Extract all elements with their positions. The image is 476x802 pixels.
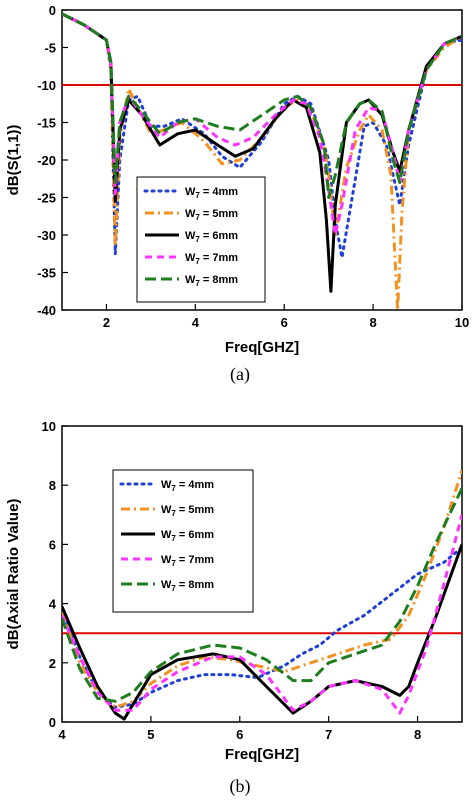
chart-panel-a: 2 4 6 8 100-5-10-15-20-25-30-35-40 W7 = 4mmW…	[5, 3, 469, 385]
legend-label-main: W	[161, 579, 172, 591]
y-tick-label: 0	[49, 3, 56, 18]
legend-label-rest: = 5mm	[200, 208, 238, 220]
y-tick-label: 6	[49, 537, 56, 552]
series-group-a	[62, 12, 462, 310]
x-tick-label: 8	[369, 315, 376, 330]
legend-label-rest: = 8mm	[200, 274, 238, 286]
legend-label-rest: = 5mm	[176, 504, 214, 516]
x-tick-label: 10	[455, 315, 469, 330]
legend-label-rest: = 7mm	[200, 252, 238, 264]
legend-label-5: W7 = 8mm	[161, 579, 214, 593]
caption-a: (a)	[230, 364, 250, 385]
x-axis-label-b: Freq[GHZ]	[225, 746, 299, 763]
legend-label-sub: 7	[195, 279, 200, 288]
legend-label-2: W7 = 5mm	[185, 208, 238, 222]
legend-label-sub: 7	[195, 257, 200, 266]
tick-group-b: 4 5 6 7 8 0 2 4 6 8 10	[42, 419, 422, 742]
x-tick-label: 4	[58, 727, 66, 742]
y-tick-label: -5	[44, 41, 56, 56]
x-tick-label: 5	[147, 727, 154, 742]
y-tick-label: -10	[37, 78, 56, 93]
legend-label-main: W	[185, 252, 196, 264]
legend-label-rest: = 4mm	[200, 186, 238, 198]
legend-box	[136, 176, 266, 303]
x-tick-label: 6	[281, 315, 288, 330]
legend-label-sub: 7	[195, 213, 200, 222]
x-tick-label: 6	[236, 727, 243, 742]
legend-label-sub: 7	[171, 559, 176, 568]
legend-label-main: W	[161, 479, 172, 491]
legend-label-rest: = 4mm	[176, 479, 214, 491]
legend-label-main: W	[185, 186, 196, 198]
y-tick-label: -40	[37, 303, 56, 318]
legend-label-main: W	[161, 554, 172, 566]
legend-label-3: W7 = 6mm	[185, 230, 238, 244]
x-tick-label: 4	[192, 315, 200, 330]
y-tick-label: -30	[37, 228, 56, 243]
legend-label-sub: 7	[171, 584, 176, 593]
x-tick-label: 8	[414, 727, 421, 742]
y-tick-label: 0	[49, 715, 56, 730]
legend-label-rest: = 6mm	[200, 230, 238, 242]
series-group-b	[62, 469, 462, 721]
legend-label-sub: 7	[195, 235, 200, 244]
legend-label-5: W7 = 8mm	[185, 274, 238, 288]
series-line-3	[62, 543, 462, 721]
y-tick-label: 4	[49, 597, 57, 612]
series-line-2	[62, 469, 462, 709]
caption-b: (b)	[230, 776, 251, 797]
legend-label-rest: = 8mm	[176, 579, 214, 591]
y-tick-label: -15	[37, 116, 56, 131]
series-line-4	[62, 514, 462, 715]
legend-label-main: W	[185, 230, 196, 242]
series-line-5	[62, 12, 462, 199]
series-line-1	[62, 545, 462, 709]
legend-label-1: W7 = 4mm	[161, 479, 214, 493]
y-tick-label: 10	[42, 419, 56, 434]
y-tick-label: -20	[37, 153, 56, 168]
tick-group-a: 2 4 6 8 10 0 -5 -10 -15 -20 -25 -30 -35 -40	[37, 3, 469, 330]
x-tick-label: 7	[325, 727, 332, 742]
legend-label-main: W	[161, 504, 172, 516]
y-tick-label: -35	[37, 266, 56, 281]
legend-label-1: W7 = 4mm	[185, 186, 238, 200]
legend-label-main: W	[161, 529, 172, 541]
legend-label-4: W7 = 7mm	[185, 252, 238, 266]
legend-box	[112, 469, 254, 613]
legend-label-2: W7 = 5mm	[161, 504, 214, 518]
legend-label-3: W7 = 6mm	[161, 529, 214, 543]
legend-label-sub: 7	[171, 484, 176, 493]
y-tick-label: -25	[37, 191, 56, 206]
legend-label-sub: 7	[171, 534, 176, 543]
y-tick-label: 8	[49, 478, 56, 493]
x-axis-label-a: Freq[GHZ]	[225, 339, 299, 356]
y-axis-label-a: dB(S(1,1))	[5, 125, 22, 196]
legend-label-4: W7 = 7mm	[161, 554, 214, 568]
x-tick-label: 2	[103, 315, 110, 330]
series-line-5	[62, 487, 462, 703]
legend-label-rest: = 6mm	[176, 529, 214, 541]
y-tick-label: 2	[49, 656, 56, 671]
legend-label-main: W	[185, 274, 196, 286]
legend-label-sub: 7	[195, 191, 200, 200]
y-axis-label-b: dB(Axial Ratio Value)	[5, 499, 22, 650]
legend-label-rest: = 7mm	[176, 554, 214, 566]
legend-label-main: W	[185, 208, 196, 220]
legend-label-sub: 7	[171, 509, 176, 518]
